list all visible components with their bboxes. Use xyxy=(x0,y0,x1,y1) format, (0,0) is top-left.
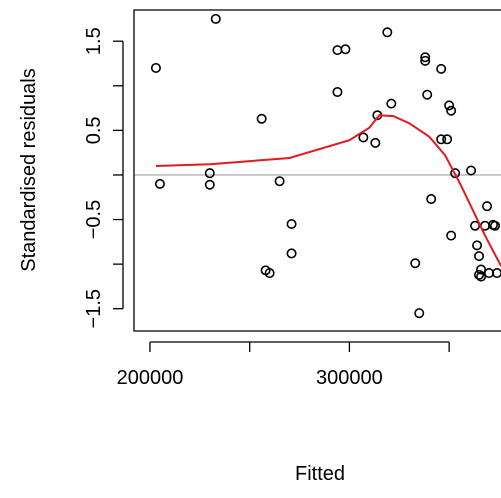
x-tick-label: 200000 xyxy=(117,367,184,389)
x-axis-label: Fitted xyxy=(295,463,345,485)
data-point xyxy=(420,55,431,66)
y-tick-label: −1.5 xyxy=(83,289,105,328)
y-tick-label: −0.5 xyxy=(83,200,105,239)
data-point xyxy=(256,113,267,124)
data-point xyxy=(264,268,275,279)
data-point xyxy=(410,258,421,269)
data-point xyxy=(422,89,433,100)
data-point xyxy=(204,179,215,190)
data-point xyxy=(386,98,397,109)
y-tick-label: 0.5 xyxy=(83,116,105,144)
data-point xyxy=(476,264,487,275)
data-point xyxy=(444,100,455,111)
data-point xyxy=(436,134,447,145)
data-point xyxy=(154,178,165,189)
y-tick-label: 1.5 xyxy=(83,27,105,55)
data-point xyxy=(286,219,297,230)
data-point xyxy=(446,105,457,116)
data-point xyxy=(492,268,501,279)
data-point xyxy=(370,137,381,148)
y-axis-label: Standardised residuals xyxy=(18,68,40,271)
data-point xyxy=(420,52,431,63)
data-point xyxy=(286,248,297,259)
data-point xyxy=(472,240,483,251)
data-point xyxy=(436,63,447,74)
data-point xyxy=(150,62,161,73)
data-point xyxy=(340,44,351,55)
data-point xyxy=(332,45,343,56)
data-point xyxy=(442,134,453,145)
plot-area xyxy=(134,13,501,319)
data-point xyxy=(476,271,487,282)
data-point xyxy=(484,268,495,279)
data-point xyxy=(274,176,285,187)
data-point xyxy=(210,13,221,24)
y-axis: −1.5 −0.5 0.5 1.5 xyxy=(83,27,124,328)
data-point xyxy=(382,27,393,38)
data-point xyxy=(490,220,501,231)
data-point xyxy=(332,87,343,98)
data-point xyxy=(446,230,457,241)
data-point xyxy=(482,201,493,212)
data-point xyxy=(466,165,477,176)
plot-frame xyxy=(133,9,501,332)
data-point xyxy=(450,168,461,179)
smoother-line xyxy=(155,114,501,267)
data-point xyxy=(426,194,437,205)
points-layer xyxy=(150,13,501,319)
data-point xyxy=(358,132,369,143)
data-point xyxy=(474,269,485,280)
data-point xyxy=(414,308,425,319)
x-tick-label: 300000 xyxy=(316,367,383,389)
data-point xyxy=(474,251,485,262)
x-axis: 200000 300000 xyxy=(117,341,450,389)
data-point xyxy=(204,168,215,179)
